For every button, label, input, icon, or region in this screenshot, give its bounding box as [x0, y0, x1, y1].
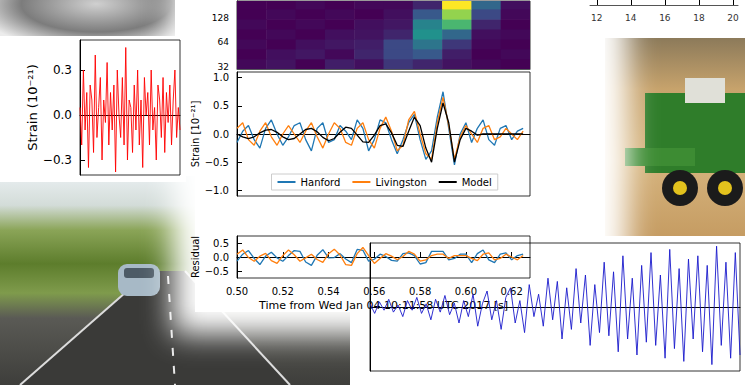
svg-text:64: 64 [218, 37, 230, 47]
svg-text:1.0: 1.0 [213, 72, 229, 83]
svg-text:0.50: 0.50 [226, 286, 248, 297]
svg-text:−0.3: −0.3 [43, 153, 72, 167]
svg-text:0.3: 0.3 [53, 63, 72, 77]
svg-text:32: 32 [218, 62, 229, 72]
svg-text:0.62: 0.62 [500, 285, 523, 297]
svg-text:Residual: Residual [190, 236, 201, 278]
svg-text:16: 16 [659, 13, 671, 23]
svg-text:0.54: 0.54 [317, 286, 339, 297]
svg-text:14: 14 [625, 13, 637, 23]
svg-text:0.56: 0.56 [363, 286, 385, 297]
svg-text:Strain [10⁻²¹]: Strain [10⁻²¹] [190, 101, 201, 168]
svg-text:Model: Model [462, 177, 492, 188]
svg-text:128: 128 [212, 13, 229, 23]
svg-text:Livingston: Livingston [375, 177, 426, 188]
svg-text:20: 20 [727, 13, 739, 23]
svg-text:0.58: 0.58 [409, 286, 431, 297]
svg-text:0.0: 0.0 [213, 252, 229, 263]
svg-text:−0.5: −0.5 [205, 157, 229, 168]
svg-text:12: 12 [591, 13, 602, 23]
svg-text:Hanford: Hanford [301, 177, 341, 188]
svg-text:0.52: 0.52 [272, 286, 294, 297]
svg-text:0.0: 0.0 [53, 108, 72, 122]
svg-text:0.5: 0.5 [213, 100, 229, 111]
svg-text:0.0: 0.0 [213, 129, 229, 140]
svg-text:−0.5: −0.5 [205, 266, 229, 277]
svg-text:Time from Wed Jan 04 10:11:58: Time from Wed Jan 04 10:11:58 UTC 2017 [… [259, 299, 508, 312]
svg-text:18: 18 [693, 13, 705, 23]
svg-text:−1.0: −1.0 [205, 185, 229, 196]
svg-text:0.60: 0.60 [455, 286, 477, 297]
svg-text:0.5: 0.5 [213, 238, 229, 249]
svg-text:Strain (10⁻²¹): Strain (10⁻²¹) [25, 64, 40, 151]
